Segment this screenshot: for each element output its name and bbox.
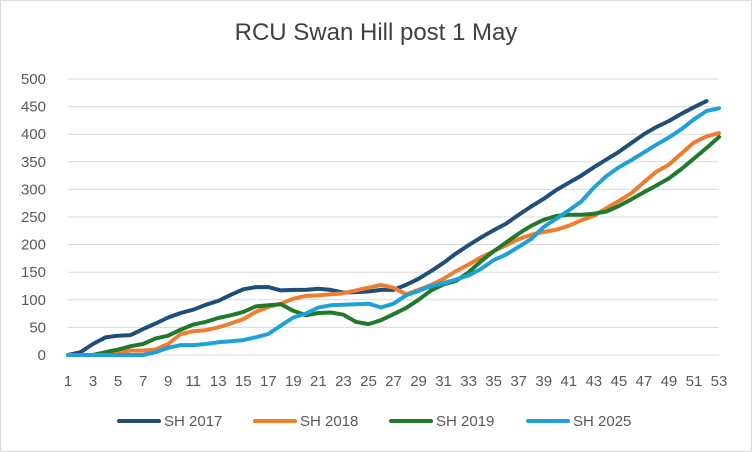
x-tick-label: 35 xyxy=(485,373,502,390)
y-tick-label: 0 xyxy=(38,347,46,364)
x-tick-label: 11 xyxy=(185,373,201,390)
y-tick-label: 450 xyxy=(21,99,46,116)
x-tick-label: 17 xyxy=(260,373,277,390)
x-tick-label: 1 xyxy=(64,373,72,390)
x-tick-label: 5 xyxy=(114,373,122,390)
series-line-sh-2019 xyxy=(66,135,721,357)
legend-item-sh-2018: SH 2018 xyxy=(253,413,358,430)
y-tick-label: 200 xyxy=(21,237,46,254)
series-lines xyxy=(66,99,721,357)
legend-label: SH 2017 xyxy=(164,413,222,430)
series-line-sh-2018 xyxy=(66,131,721,357)
y-tick-label: 350 xyxy=(21,154,46,171)
x-tick-label: 19 xyxy=(285,373,302,390)
x-tick-label: 51 xyxy=(686,373,703,390)
legend-label: SH 2025 xyxy=(573,413,631,430)
x-tick-label: 29 xyxy=(410,373,427,390)
x-tick-label: 41 xyxy=(560,373,577,390)
y-tick-label: 100 xyxy=(21,292,46,309)
x-tick-label: 31 xyxy=(435,373,452,390)
x-tick-label: 3 xyxy=(89,373,97,390)
x-tick-label: 15 xyxy=(235,373,252,390)
legend: SH 2017 SH 2018 SH 2019 SH 2025 xyxy=(117,413,631,430)
legend-item-sh-2025: SH 2025 xyxy=(526,413,631,430)
legend-label: SH 2018 xyxy=(300,413,358,430)
gridlines xyxy=(68,78,719,356)
y-tick-label: 50 xyxy=(29,319,46,336)
x-axis-ticks: 1 3 5 7 9 11 13 15 17 19 21 23 25 27 29 31 33 35 37 39 41 43 4… xyxy=(64,373,728,390)
x-tick-label: 27 xyxy=(385,373,402,390)
x-tick-label: 7 xyxy=(139,373,147,390)
legend-label: SH 2019 xyxy=(436,413,494,430)
x-tick-label: 53 xyxy=(711,373,728,390)
x-tick-label: 45 xyxy=(611,373,628,390)
legend-item-sh-2019: SH 2019 xyxy=(389,413,494,430)
x-tick-label: 47 xyxy=(636,373,653,390)
x-tick-label: 49 xyxy=(661,373,678,390)
x-tick-label: 33 xyxy=(460,373,477,390)
x-tick-label: 39 xyxy=(535,373,552,390)
chart-title: RCU Swan Hill post 1 May xyxy=(234,19,518,46)
y-tick-label: 400 xyxy=(21,126,46,143)
x-tick-label: 37 xyxy=(510,373,527,390)
x-tick-label: 25 xyxy=(360,373,377,390)
legend-item-sh-2017: SH 2017 xyxy=(117,413,222,430)
y-tick-label: 300 xyxy=(21,181,46,198)
x-tick-label: 21 xyxy=(310,373,327,390)
y-tick-label: 150 xyxy=(21,264,46,281)
x-tick-label: 23 xyxy=(335,373,352,390)
x-tick-label: 43 xyxy=(585,373,602,390)
y-tick-label: 250 xyxy=(21,209,46,226)
series-line-sh-2025 xyxy=(66,106,721,357)
series-line-sh-2017 xyxy=(66,99,709,357)
y-tick-label: 500 xyxy=(21,71,46,88)
x-tick-label: 9 xyxy=(164,373,172,390)
x-tick-label: 13 xyxy=(210,373,227,390)
y-axis-ticks: 0 50 100 150 200 250 300 350 400 450 500 xyxy=(21,71,46,364)
